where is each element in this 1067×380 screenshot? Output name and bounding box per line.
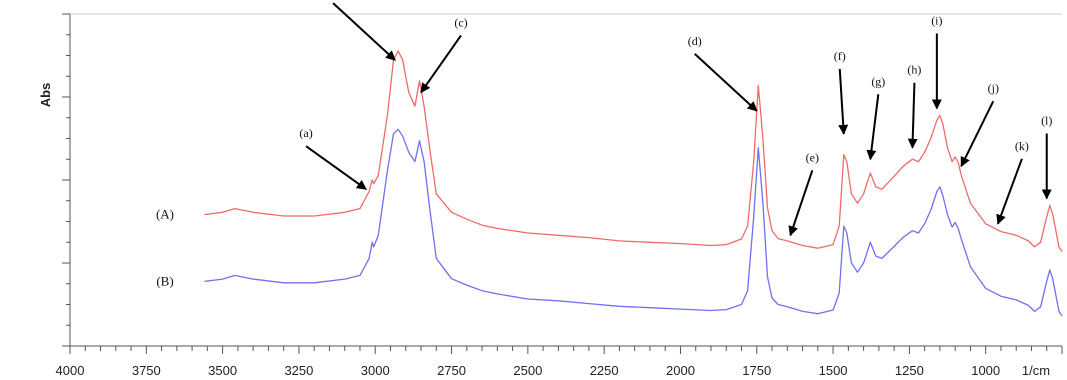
annotation-arrow (305, 145, 367, 191)
x-tick-label: 1500 (819, 363, 848, 378)
y-axis-ticks (62, 13, 70, 347)
series-group (204, 50, 1063, 317)
annotation-label: (d) (688, 34, 702, 48)
x-tick-label: 1750 (742, 363, 771, 378)
x-tick-label: 2750 (437, 363, 466, 378)
annotation-arrow (420, 34, 462, 94)
x-tick-label: 3250 (284, 363, 313, 378)
x-tick-label: 2500 (513, 363, 542, 378)
series-label-a: (A) (156, 207, 174, 222)
x-tick-label: 3750 (132, 363, 161, 378)
annotation-arrow (694, 53, 758, 112)
x-tick-label: 2250 (590, 363, 619, 378)
annotation-arrow (332, 2, 396, 61)
annotation-label: (a) (299, 126, 312, 140)
annotation-arrow (838, 68, 849, 135)
annotation-label: (f) (834, 49, 846, 63)
x-tick-label: 1000 (971, 363, 1000, 378)
peak-annotations: (a)(b)(c)(d)(e)(f)(g)(h)(i)(j)(k)(l) (299, 2, 1052, 237)
series-line-b (204, 128, 1063, 317)
annotation-arrow (866, 94, 880, 161)
annotation-label: (k) (1015, 139, 1029, 153)
annotation-label: (h) (907, 63, 921, 77)
annotation-label: (c) (454, 15, 467, 29)
annotation-arrow (996, 158, 1023, 225)
annotation-label: (e) (806, 150, 819, 164)
annotation-arrow (907, 82, 918, 149)
x-tick-label: 1250 (895, 363, 924, 378)
series-labels: (A) (B) (156, 207, 174, 289)
y-axis-title: Abs (38, 83, 53, 108)
x-axis-tick-labels: 4000 3750 3500 3250 3000 2750 2500 2250 2000 1750… (56, 363, 1001, 378)
annotation-arrow (960, 100, 995, 168)
annotation-label: (i) (931, 14, 942, 28)
x-tick-label: 3500 (208, 363, 237, 378)
x-axis-unit-label: 1/cm (1022, 363, 1050, 378)
annotation-label: (j) (988, 81, 999, 95)
series-line-a (204, 50, 1063, 252)
annotation-label: (g) (871, 74, 885, 88)
x-axis-ticks (69, 346, 1063, 354)
annotation-label: (l) (1041, 113, 1052, 127)
x-tick-label: 3000 (361, 363, 390, 378)
annotation-arrow (788, 170, 814, 237)
series-label-b: (B) (156, 273, 173, 288)
x-tick-label: 4000 (56, 363, 85, 378)
x-tick-label: 2000 (666, 363, 695, 378)
